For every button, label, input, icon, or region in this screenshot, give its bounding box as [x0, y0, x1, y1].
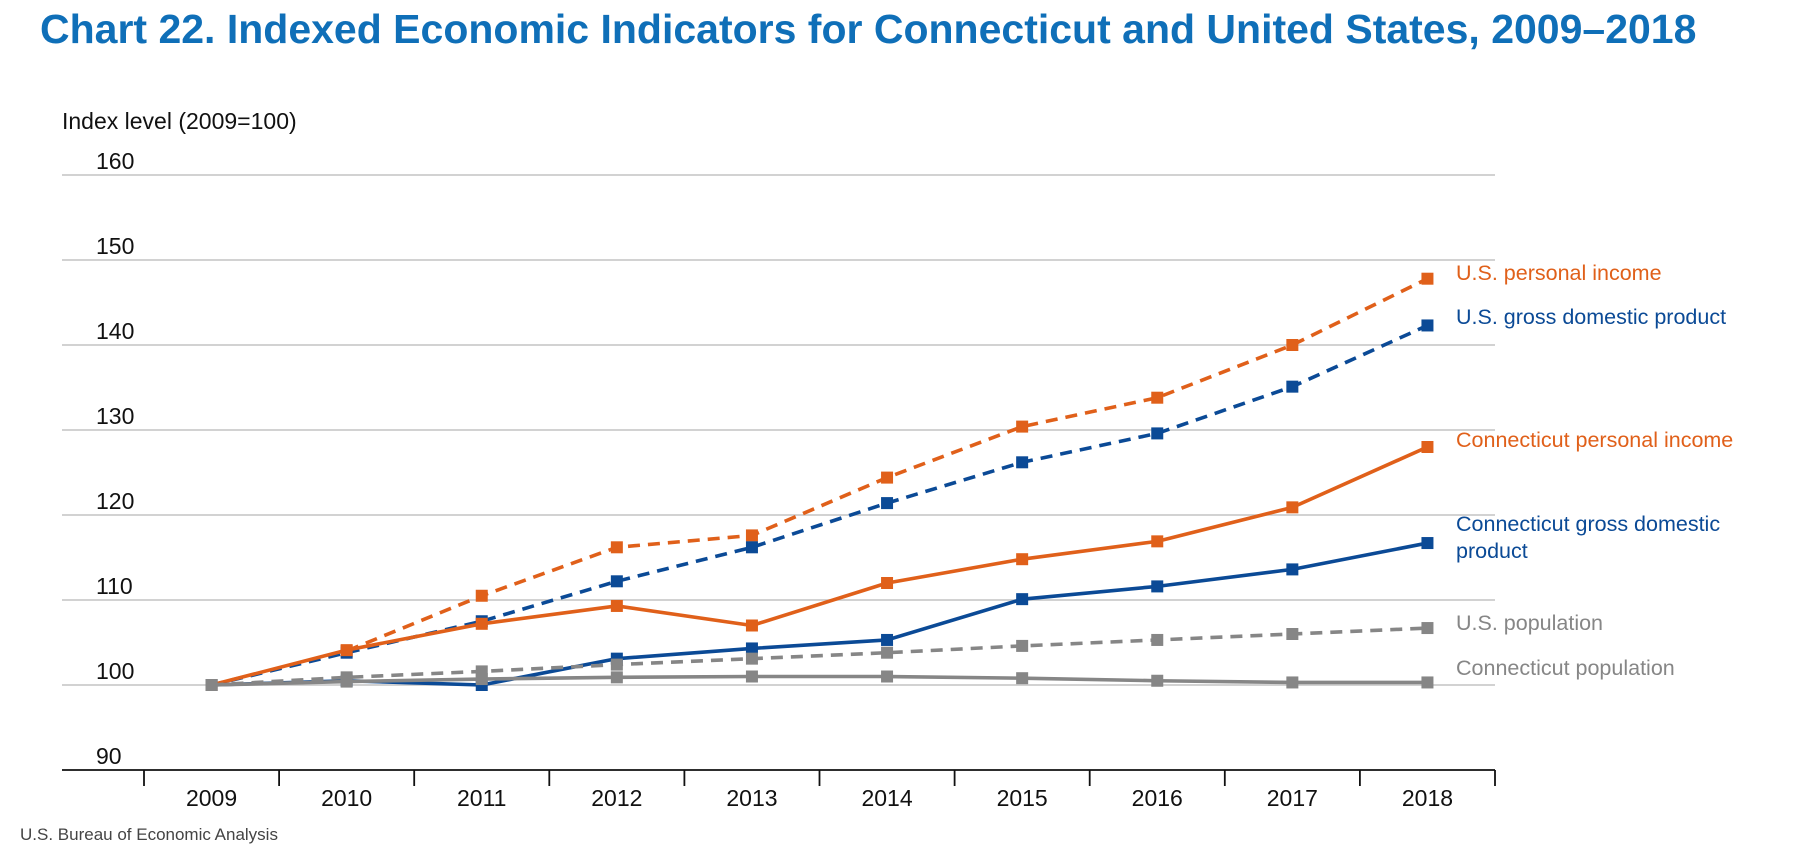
point-u-s-population-2015: [1016, 639, 1029, 652]
point-connecticut-personal-income-2017: [1286, 501, 1299, 514]
x-tick-label-2014: 2014: [861, 785, 912, 811]
label-connecticut-gross-domestic-product: Connecticut gross domestic product: [1456, 512, 1720, 563]
point-connecticut-personal-income-2016: [1151, 535, 1164, 548]
x-tick-label-2009: 2009: [186, 785, 237, 811]
point-u-s-personal-income-2013: [745, 529, 758, 542]
x-tick-label-2011: 2011: [457, 785, 506, 811]
point-u-s-personal-income-2018: [1421, 272, 1434, 285]
point-u-s-population-2012: [610, 658, 623, 671]
point-connecticut-gross-domestic-product-2015: [1016, 593, 1029, 606]
point-u-s-population-2018: [1421, 622, 1434, 635]
y-tick-label-100: 100: [96, 658, 134, 684]
x-tick-label-2018: 2018: [1402, 785, 1453, 811]
point-u-s-personal-income-2016: [1151, 391, 1164, 404]
y-axis-ticks: 90 100 110 120 130 140 150 160: [96, 148, 134, 769]
series-lines: [205, 272, 1434, 691]
point-u-s-population-2016: [1151, 633, 1164, 646]
x-tick-label-2016: 2016: [1132, 785, 1183, 811]
series-connecticut-personal-income: [205, 441, 1434, 691]
point-connecticut-gross-domestic-product-2018: [1421, 537, 1434, 550]
point-u-s-gross-domestic-product-2015: [1016, 456, 1029, 469]
point-u-s-gross-domestic-product-2018: [1421, 319, 1434, 332]
point-u-s-population-2014: [881, 646, 894, 659]
point-connecticut-population-2011: [475, 673, 488, 686]
point-connecticut-population-2009: [205, 679, 218, 691]
point-u-s-personal-income-2015: [1016, 420, 1029, 433]
series-labels: U.S. personal income U.S. gross domestic …: [1456, 261, 1733, 680]
point-connecticut-population-2016: [1151, 674, 1164, 687]
point-connecticut-gross-domestic-product-2014: [881, 633, 894, 646]
x-tick-label-2010: 2010: [321, 785, 372, 811]
label-connecticut-personal-income: Connecticut personal income: [1456, 428, 1733, 452]
y-tick-label-90: 90: [96, 743, 122, 769]
y-tick-label-120: 120: [96, 488, 134, 514]
point-connecticut-gross-domestic-product-2017: [1286, 563, 1299, 576]
line-u-s-personal-income: [211, 277, 1429, 687]
x-axis: 2009 2010 2011 2012 2013 2014 2015 2016 2017 2018: [62, 769, 1496, 811]
point-u-s-personal-income-2012: [610, 541, 623, 554]
point-u-s-gross-domestic-product-2017: [1286, 380, 1299, 393]
point-connecticut-population-2018: [1421, 676, 1434, 689]
line-u-s-population: [211, 626, 1428, 687]
point-connecticut-personal-income-2013: [745, 619, 758, 632]
point-connecticut-population-2010: [340, 675, 353, 688]
point-u-s-population-2013: [745, 652, 758, 665]
y-tick-label-130: 130: [96, 403, 134, 429]
line-connecticut-population: [211, 674, 1428, 687]
point-connecticut-gross-domestic-product-2016: [1151, 580, 1164, 593]
gridlines: [62, 174, 1495, 686]
point-connecticut-personal-income-2010: [340, 644, 353, 657]
point-u-s-population-2017: [1286, 628, 1299, 640]
series-connecticut-population: [205, 670, 1434, 691]
point-u-s-gross-domestic-product-2014: [881, 497, 894, 510]
series-connecticut-gross-domestic-product: [205, 537, 1434, 691]
point-connecticut-personal-income-2011: [475, 617, 488, 630]
line-connecticut-personal-income: [211, 445, 1429, 687]
y-axis-label: Index level (2009=100): [62, 108, 297, 134]
label-connecticut-population: Connecticut population: [1456, 656, 1675, 680]
x-tick-label-2012: 2012: [591, 785, 642, 811]
point-u-s-personal-income-2011: [475, 589, 488, 602]
point-u-s-personal-income-2014: [881, 471, 894, 484]
point-connecticut-population-2014: [881, 670, 894, 683]
x-tick-label-2015: 2015: [997, 785, 1048, 811]
point-connecticut-population-2013: [745, 670, 758, 683]
source-note: U.S. Bureau of Economic Analysis: [20, 825, 278, 844]
y-tick-label-140: 140: [96, 318, 134, 344]
point-connecticut-population-2015: [1016, 672, 1029, 685]
point-connecticut-population-2017: [1286, 676, 1299, 689]
line-connecticut-gross-domestic-product: [211, 541, 1428, 687]
point-connecticut-personal-income-2012: [610, 599, 623, 612]
point-u-s-gross-domestic-product-2016: [1151, 427, 1164, 440]
point-u-s-personal-income-2017: [1286, 339, 1299, 351]
point-connecticut-population-2012: [610, 671, 623, 684]
point-u-s-gross-domestic-product-2012: [610, 575, 623, 588]
label-u-s-personal-income: U.S. personal income: [1456, 261, 1662, 285]
y-tick-label-110: 110: [96, 573, 133, 599]
x-tick-label-2013: 2013: [726, 785, 777, 811]
label-u-s-population: U.S. population: [1456, 611, 1603, 635]
point-connecticut-gross-domestic-product-2013: [745, 642, 758, 655]
point-connecticut-personal-income-2014: [881, 577, 894, 589]
label-u-s-gross-domestic-product: U.S. gross domestic product: [1456, 305, 1726, 329]
point-u-s-gross-domestic-product-2013: [745, 541, 758, 554]
point-connecticut-personal-income-2018: [1421, 441, 1434, 453]
series-u-s-personal-income: [205, 272, 1434, 691]
x-tick-label-2017: 2017: [1267, 785, 1318, 811]
y-tick-label-150: 150: [96, 233, 134, 259]
chart-title: Chart 22. Indexed Economic Indicators fo…: [40, 6, 1697, 52]
y-tick-label-160: 160: [96, 148, 134, 174]
point-connecticut-personal-income-2015: [1016, 553, 1029, 566]
